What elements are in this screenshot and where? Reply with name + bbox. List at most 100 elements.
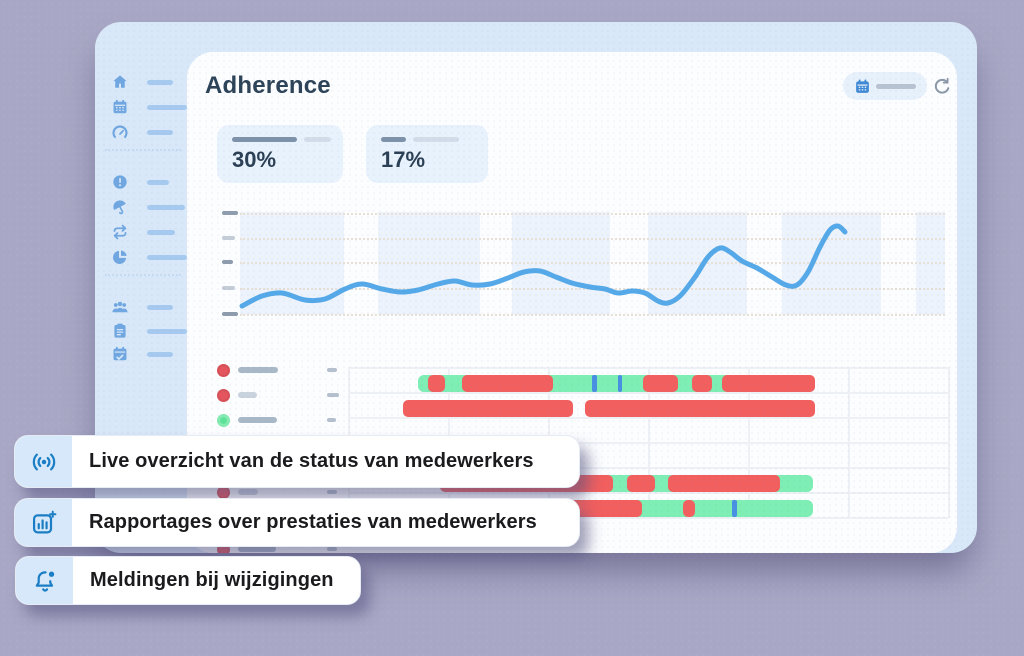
schedule-event-marker <box>618 375 622 392</box>
sidebar-item-users[interactable] <box>95 298 187 316</box>
axis-tick-placeholder <box>222 260 233 264</box>
schedule-segment-deviation <box>722 375 815 392</box>
stat-value: 17% <box>381 147 426 172</box>
sidebar-text-placeholder <box>147 230 175 235</box>
umbrella-icon <box>113 200 126 215</box>
sidebar-divider <box>105 149 181 151</box>
sidebar-text-placeholder <box>147 180 169 185</box>
chart-gridline <box>240 238 945 240</box>
sidebar <box>95 22 187 553</box>
schedule-segment-deviation <box>585 400 815 417</box>
employee-value-placeholder <box>327 490 337 494</box>
gantt-column-line <box>648 367 650 518</box>
schedule-segment-deviation <box>668 475 780 492</box>
employee-name-placeholder <box>238 489 258 495</box>
employee-status-dot <box>217 363 230 377</box>
chart-gridline <box>240 213 945 215</box>
employee-status-dot <box>217 485 230 499</box>
callout-live-status: Live overzicht van de status van medewer… <box>14 435 580 488</box>
progress-pill-rest <box>413 137 459 142</box>
sidebar-item-umbrella[interactable] <box>95 198 187 216</box>
date-range-picker[interactable] <box>843 72 927 100</box>
gantt-column-line <box>748 367 750 518</box>
stat-value: 30% <box>232 147 277 172</box>
stat-card-adherence: 30% <box>217 125 343 183</box>
employee-name-placeholder <box>238 417 277 423</box>
employee-value-placeholder <box>327 368 337 372</box>
callout-label: Rapportages over prestaties van medewerk… <box>89 511 537 533</box>
progress-pill-filled <box>232 137 297 142</box>
axis-tick-placeholder <box>222 312 238 316</box>
callout-reports: Rapportages over prestaties van medewerk… <box>14 498 580 547</box>
schedule-segment-deviation <box>683 500 695 517</box>
alert-circle-icon <box>113 175 127 189</box>
callout-notifications: Meldingen bij wijzigingen <box>15 556 361 605</box>
report-chart-icon <box>32 510 56 533</box>
schedule-segment-deviation <box>428 375 445 392</box>
sidebar-item-repeat[interactable] <box>95 223 187 241</box>
schedule-event-marker <box>732 500 737 517</box>
sidebar-text-placeholder <box>147 328 187 334</box>
sidebar-text-placeholder <box>147 305 173 310</box>
calendar-check-icon <box>113 346 127 361</box>
live-status-icon <box>32 453 55 470</box>
employee-status-dot <box>217 413 230 427</box>
employee-status-dot <box>217 388 230 402</box>
employee-value-placeholder <box>327 418 336 422</box>
axis-tick-placeholder <box>222 236 235 240</box>
progress-pill-rest <box>304 137 331 142</box>
employee-value-placeholder <box>327 393 339 397</box>
sidebar-item-gauge[interactable] <box>95 123 187 141</box>
trend-line <box>239 223 848 309</box>
calendar-icon <box>113 99 127 114</box>
gantt-column-line <box>848 367 850 518</box>
sidebar-text-placeholder <box>147 130 173 135</box>
gantt-row-line <box>348 517 948 519</box>
sidebar-text-placeholder <box>147 352 173 357</box>
notification-bell-icon <box>35 570 54 592</box>
schedule-segment-deviation <box>692 375 712 392</box>
schedule-event-marker <box>592 375 597 392</box>
axis-tick-placeholder <box>222 211 238 215</box>
sidebar-text-placeholder <box>147 105 187 110</box>
calendar-icon <box>856 79 869 93</box>
page-title: Adherence <box>205 72 331 99</box>
chart-gridline <box>240 314 945 316</box>
home-icon <box>113 75 127 88</box>
date-text-placeholder <box>876 84 916 89</box>
sidebar-item-calendar-check[interactable] <box>95 345 187 363</box>
schedule-segment-deviation <box>627 475 655 492</box>
app-window: Adherence <box>95 22 977 553</box>
callout-label: Live overzicht van de status van medewer… <box>89 450 534 472</box>
sidebar-item-calendar[interactable] <box>95 98 187 116</box>
schedule-segment-deviation <box>403 400 573 417</box>
employee-name-placeholder <box>238 546 276 552</box>
sidebar-item-home[interactable] <box>95 73 187 91</box>
sidebar-divider <box>105 274 181 276</box>
schedule-segment-deviation <box>643 375 678 392</box>
employee-value-placeholder <box>327 547 337 551</box>
employee-name-placeholder <box>238 367 278 373</box>
stat-card-secondary: 17% <box>366 125 488 183</box>
pie-chart-icon <box>112 250 127 264</box>
employee-name-placeholder <box>238 392 257 398</box>
users-icon <box>112 301 128 313</box>
chart-gridline <box>240 262 945 264</box>
sidebar-item-clipboard[interactable] <box>95 322 187 340</box>
sidebar-text-placeholder <box>147 80 173 85</box>
gantt-column-line <box>948 367 950 518</box>
axis-tick-placeholder <box>222 286 235 290</box>
refresh-icon <box>934 77 950 94</box>
schedule-segment-deviation <box>462 375 553 392</box>
sidebar-text-placeholder <box>147 255 187 260</box>
clipboard-icon <box>114 323 126 338</box>
sidebar-item-pie-chart[interactable] <box>95 248 187 266</box>
employee-status-dot <box>217 542 230 553</box>
progress-pill-filled <box>381 137 406 142</box>
sidebar-item-alert-circle[interactable] <box>95 173 187 191</box>
repeat-icon <box>113 224 127 240</box>
refresh-button[interactable] <box>932 77 952 97</box>
callout-label: Meldingen bij wijzigingen <box>90 569 334 591</box>
sidebar-text-placeholder <box>147 205 185 210</box>
